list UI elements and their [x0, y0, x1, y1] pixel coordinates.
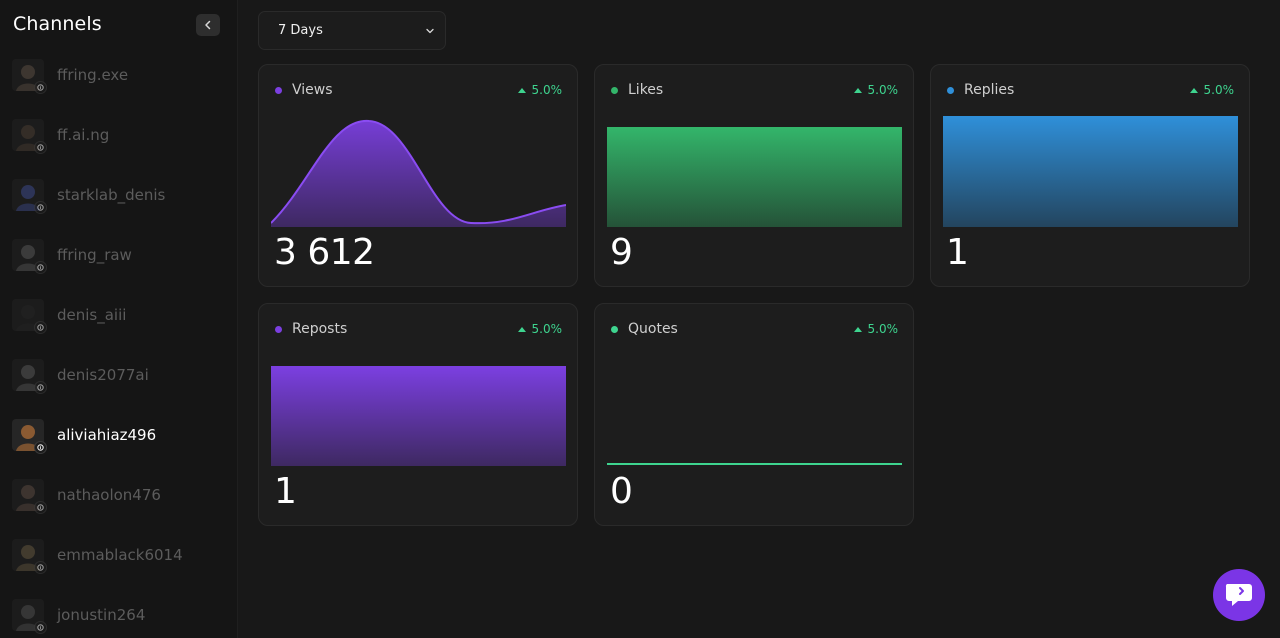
likes-value: 9 — [610, 232, 632, 273]
reposts-trend-chart — [271, 352, 566, 466]
channel-name: ffring.exe — [57, 66, 128, 84]
delta-value: 5.0% — [868, 322, 899, 336]
reposts-card: Reposts 5.0% 1 — [258, 303, 578, 526]
channel-item[interactable]: denis_aiii — [0, 285, 238, 345]
channel-name: ff.ai.ng — [57, 126, 109, 144]
channel-avatar — [12, 539, 44, 571]
metric-name: Replies — [964, 82, 1014, 98]
threads-icon — [34, 201, 47, 214]
threads-icon — [34, 381, 47, 394]
channels-sidebar: Channels ffring.exe ff.ai.ng starklab_deni… — [0, 0, 238, 638]
replies-value: 1 — [946, 232, 968, 273]
channel-avatar — [12, 59, 44, 91]
metric-name: Quotes — [628, 321, 678, 337]
trend-up-icon — [518, 327, 526, 332]
channel-avatar — [12, 179, 44, 211]
channel-item[interactable]: ffring_raw — [0, 225, 238, 285]
channel-name: denis2077ai — [57, 366, 149, 384]
trend-up-icon — [518, 88, 526, 93]
threads-icon — [34, 621, 47, 634]
replies-trend-chart — [943, 113, 1238, 227]
views-value: 3 612 — [274, 232, 375, 273]
channel-item[interactable]: starklab_denis — [0, 165, 238, 225]
sidebar-title: Channels — [13, 13, 102, 35]
channel-avatar — [12, 299, 44, 331]
channel-avatar — [12, 119, 44, 151]
period-select[interactable]: 7 Days — [258, 11, 446, 50]
delta-value: 5.0% — [1204, 83, 1235, 97]
quotes-card: Quotes 5.0% 0 — [594, 303, 914, 526]
channel-avatar — [12, 599, 44, 631]
support-chat-button[interactable] — [1213, 569, 1265, 621]
trend-up-icon — [1190, 88, 1198, 93]
threads-icon — [34, 141, 47, 154]
channel-item[interactable]: aliviahiaz496 — [0, 405, 238, 465]
quotes-value: 0 — [610, 471, 632, 512]
series-dot — [275, 326, 282, 333]
series-dot — [947, 87, 954, 94]
replies-card: Replies 5.0% 1 — [930, 64, 1250, 287]
threads-icon — [34, 321, 47, 334]
trend-up-icon — [854, 327, 862, 332]
replies-label: Replies — [947, 82, 1014, 98]
threads-icon — [34, 561, 47, 574]
chat-bubble-icon — [1224, 582, 1254, 608]
channel-name: aliviahiaz496 — [57, 426, 156, 444]
views-trend-chart — [271, 113, 566, 227]
channel-avatar — [12, 419, 44, 451]
likes-trend-chart — [607, 113, 902, 227]
quotes-trend-chart — [607, 352, 902, 466]
channel-name: jonustin264 — [57, 606, 145, 624]
threads-icon — [34, 501, 47, 514]
views-card: Views 5.0% 3 612 — [258, 64, 578, 287]
channel-name: starklab_denis — [57, 186, 165, 204]
channel-avatar — [12, 239, 44, 271]
channel-item[interactable]: jonustin264 — [0, 585, 238, 638]
channel-avatar — [12, 479, 44, 511]
reposts-delta: 5.0% — [518, 322, 563, 336]
threads-icon — [34, 441, 47, 454]
chevron-left-icon — [203, 20, 213, 30]
quotes-label: Quotes — [611, 321, 678, 337]
metric-name: Likes — [628, 82, 663, 98]
likes-label: Likes — [611, 82, 663, 98]
series-dot — [275, 87, 282, 94]
delta-value: 5.0% — [532, 322, 563, 336]
trend-up-icon — [854, 88, 862, 93]
delta-value: 5.0% — [868, 83, 899, 97]
quotes-delta: 5.0% — [854, 322, 899, 336]
channel-name: emmablack6014 — [57, 546, 183, 564]
chevron-down-icon — [425, 26, 435, 36]
threads-icon — [34, 261, 47, 274]
metric-name: Reposts — [292, 321, 347, 337]
channel-name: ffring_raw — [57, 246, 132, 264]
channel-item[interactable]: denis2077ai — [0, 345, 238, 405]
channel-avatar — [12, 359, 44, 391]
collapse-sidebar-button[interactable] — [196, 14, 220, 36]
replies-delta: 5.0% — [1190, 83, 1235, 97]
reposts-label: Reposts — [275, 321, 347, 337]
channel-name: denis_aiii — [57, 306, 126, 324]
likes-card: Likes 5.0% 9 — [594, 64, 914, 287]
channel-item[interactable]: emmablack6014 — [0, 525, 238, 585]
likes-delta: 5.0% — [854, 83, 899, 97]
reposts-value: 1 — [274, 471, 296, 512]
period-select-value: 7 Days — [278, 23, 323, 38]
views-label: Views — [275, 82, 333, 98]
channel-item[interactable]: nathaolon476 — [0, 465, 238, 525]
channel-list: ffring.exe ff.ai.ng starklab_denis ffring_r… — [0, 45, 238, 638]
channel-item[interactable]: ffring.exe — [0, 45, 238, 105]
threads-icon — [34, 81, 47, 94]
series-dot — [611, 326, 618, 333]
series-dot — [611, 87, 618, 94]
metric-name: Views — [292, 82, 333, 98]
channel-name: nathaolon476 — [57, 486, 161, 504]
channel-item[interactable]: ff.ai.ng — [0, 105, 238, 165]
delta-value: 5.0% — [532, 83, 563, 97]
views-delta: 5.0% — [518, 83, 563, 97]
